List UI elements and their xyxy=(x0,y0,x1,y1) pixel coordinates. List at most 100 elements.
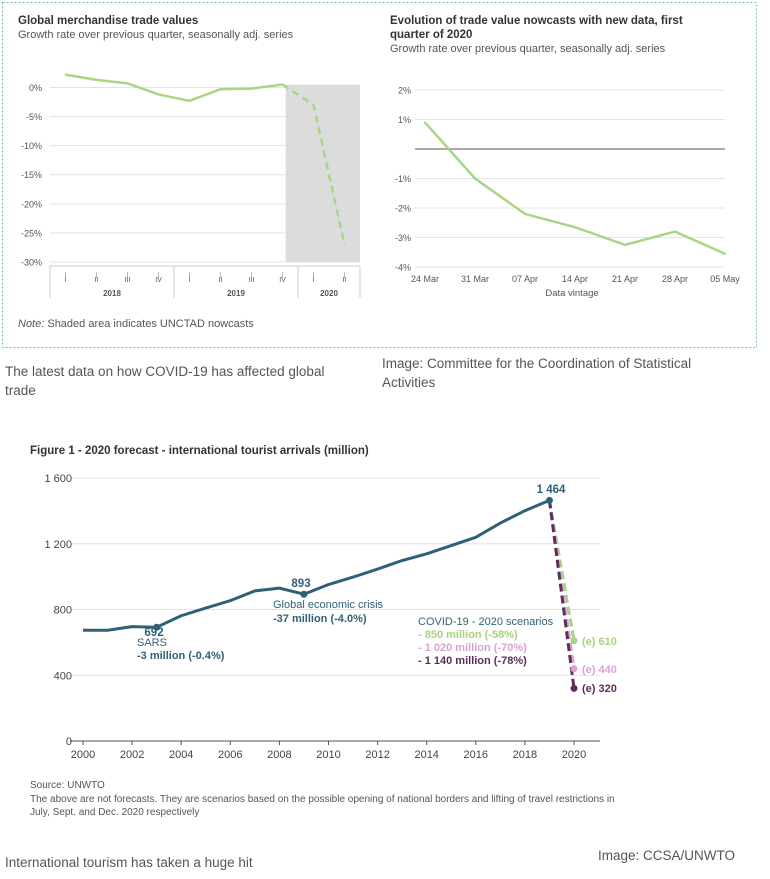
tourism-y-tick-label: 1 600 xyxy=(44,473,72,485)
left-y-tick-label: 0% xyxy=(29,83,42,93)
caption-tourism: International tourism has taken a huge h… xyxy=(5,855,253,870)
note-text: Shaded area indicates UNCTAD nowcasts xyxy=(44,318,254,330)
tourism-y-axis-ticks: 0 400 800 1 200 1 600 xyxy=(44,473,72,748)
crisis-2009-change: -37 million (-4.0%) xyxy=(273,613,367,625)
tourism-x-tick-label: 2002 xyxy=(120,749,144,761)
covid-scenario-1: - 850 million (-58%) xyxy=(418,629,518,641)
right-x-tick-label: 05 May xyxy=(710,274,740,284)
right-y-tick-label: -3% xyxy=(395,233,411,243)
tourism-x-tick-label: 2020 xyxy=(562,749,586,761)
right-x-tick-label: 24 Mar xyxy=(411,274,439,284)
right-chart-series xyxy=(424,121,726,255)
scenario-1-line xyxy=(547,500,576,641)
left-y-tick-label: -5% xyxy=(26,112,42,122)
nowcast-data-point xyxy=(624,243,626,246)
tourism-chart-series xyxy=(83,496,578,692)
trade-data-point xyxy=(250,87,253,90)
crisis-2009-label: Global economic crisis xyxy=(273,599,384,611)
tourism-x-tick-label: 2014 xyxy=(414,749,438,761)
left-x-group-label: 2018 xyxy=(103,289,121,298)
tourism-highlight-marker xyxy=(300,590,308,598)
left-x-tick-label: I xyxy=(313,277,315,284)
left-x-tick-label: II xyxy=(343,277,347,284)
nowcast-data-point xyxy=(424,121,426,124)
left-y-axis-ticks: 0% -5% -10% -15% -20% -25% -30% xyxy=(21,83,42,268)
crisis-2009-value: 893 xyxy=(291,578,310,590)
tourism-x-tick-label: 2016 xyxy=(464,749,488,761)
tourism-x-tick-label: 2006 xyxy=(218,749,242,761)
sars-2003-value: 692 xyxy=(144,627,163,639)
caption-trade: The latest data on how COVID-19 has affe… xyxy=(5,364,325,398)
trade-data-point xyxy=(343,243,346,246)
nowcast-data-point xyxy=(574,226,576,229)
trade-panel: Global merchandise trade values Growth r… xyxy=(2,2,757,348)
tourism-x-tick-label: 2008 xyxy=(267,749,291,761)
right-y-tick-label: -2% xyxy=(395,204,411,214)
trade-actual-line xyxy=(65,73,283,103)
left-chart-series xyxy=(64,73,346,246)
right-chart-grid xyxy=(415,89,725,268)
right-x-tick-label: 31 Mar xyxy=(461,274,489,284)
scenario-2-end-label: (e) 440 xyxy=(582,664,617,676)
nowcast-data-point xyxy=(724,252,726,255)
trade-data-point xyxy=(157,93,160,96)
right-y-axis-ticks: 2% 1% -1% -2% -3% -4% xyxy=(395,86,411,273)
scenario-end-marker xyxy=(570,684,578,692)
covid-scenario-2: - 1 020 million (-70%) xyxy=(418,642,527,654)
right-x-tick-label: 21 Apr xyxy=(612,274,638,284)
right-chart-title-line2: quarter of 2020 xyxy=(390,29,472,41)
covid-scenario-3: - 1 140 million (-78%) xyxy=(418,655,527,667)
left-y-tick-label: -15% xyxy=(21,170,42,180)
left-x-tick-label: II xyxy=(219,277,223,284)
right-x-tick-label: 14 Apr xyxy=(562,274,588,284)
tourism-highlight-marker xyxy=(153,623,161,631)
trade-data-point xyxy=(64,73,67,76)
right-chart-title-line1: Evolution of trade value nowcasts with n… xyxy=(390,15,683,27)
left-y-tick-label: -20% xyxy=(21,199,42,209)
left-x-group-label: 2020 xyxy=(320,289,338,298)
left-x-tick-label: I xyxy=(189,277,191,284)
trade-data-point xyxy=(126,82,129,85)
left-y-tick-label: -30% xyxy=(21,258,42,268)
trade-data-point xyxy=(188,100,191,102)
right-x-tick-label: 07 Apr xyxy=(512,274,538,284)
left-chart-title: Global merchandise trade values xyxy=(18,15,198,27)
nowcast-data-point xyxy=(474,177,476,180)
tourism-y-tick-label: 800 xyxy=(54,605,72,617)
caption-tourism-credit: Image: CCSA/UNWTO xyxy=(598,848,736,863)
caption-trade-credit: Image: Committee for the Coordination of… xyxy=(382,356,692,390)
figure1-footnote-line2: July, Sept. and Dec. 2020 respectively xyxy=(30,807,199,818)
sars-change: -3 million (-0.4%) xyxy=(137,650,225,662)
tourism-y-tick-label: 1 200 xyxy=(44,539,72,551)
scenario-3-end-label: (e) 320 xyxy=(582,683,617,695)
tourism-chart-grid xyxy=(70,477,600,742)
right-y-tick-label: 1% xyxy=(398,115,411,125)
nowcast-shaded-area xyxy=(285,84,360,262)
left-x-tick-label: III xyxy=(125,277,131,284)
scenario-3-line xyxy=(547,500,576,689)
left-x-tick-label: II xyxy=(95,277,99,284)
peak-2019-label: 1 464 xyxy=(537,484,566,496)
right-y-tick-label: 2% xyxy=(398,86,411,96)
trade-data-point xyxy=(312,104,315,106)
left-x-tick-label: IV xyxy=(279,277,286,284)
tourism-figure: Figure 1 - 2020 forecast - international… xyxy=(30,445,617,818)
trade-data-point xyxy=(219,88,222,90)
right-chart-subtitle: Growth rate over previous quarter, seaso… xyxy=(390,43,666,55)
tourism-x-tick-label: 2004 xyxy=(169,749,193,761)
sars-label: SARS xyxy=(137,637,167,649)
tourism-x-axis-ticks: 2000 2002 2004 2006 2008 2010 2012 2014 2016 2018… xyxy=(71,741,586,761)
tourism-x-tick-label: 2018 xyxy=(513,749,537,761)
right-x-axis-label: Data vintage xyxy=(545,288,598,299)
left-x-tick-label: III xyxy=(249,277,255,284)
right-x-tick-label: 28 Apr xyxy=(662,274,688,284)
left-chart-subtitle: Growth rate over previous quarter, seaso… xyxy=(18,29,294,41)
tourism-x-tick-label: 2012 xyxy=(365,749,389,761)
left-y-tick-label: -25% xyxy=(21,228,42,238)
right-x-axis-ticks: 24 Mar 31 Mar 07 Apr 14 Apr 21 Apr 28 Apr 05 M… xyxy=(411,274,740,284)
left-chart-note: Note: Shaded area indicates UNCTAD nowca… xyxy=(18,318,254,330)
right-y-tick-label: -1% xyxy=(395,174,411,184)
tourism-highlight-marker xyxy=(545,496,553,504)
tourism-x-tick-label: 2010 xyxy=(316,749,340,761)
figure1-source: Source: UNWTO xyxy=(30,780,105,791)
